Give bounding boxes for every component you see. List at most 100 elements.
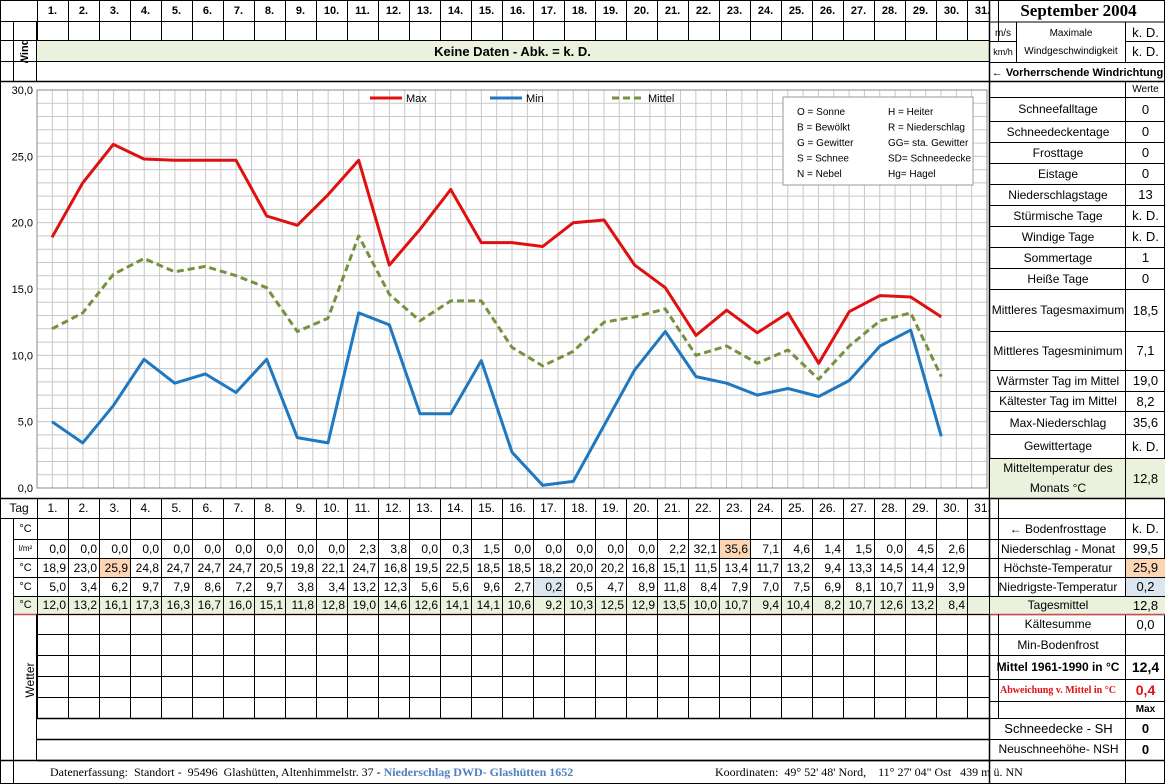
table-cell-tmean: 10,0 [693,598,717,612]
stat-label: Gewittertage [1023,439,1093,453]
table-cell-tmean: 10,7 [848,598,872,612]
day-header: 30. [943,5,960,17]
weather-key-entry: G = Gewitter [797,138,854,149]
table-cell-precip: 3,8 [390,541,407,556]
day-header: 26. [819,5,836,17]
table-cell-tmin: 8,6 [204,579,221,594]
weather-key-entry: GG= sta. Gewitter [888,138,969,149]
table-cell-tmin: 8,9 [638,579,655,594]
weather-key-entry: B = Bewölkt [797,123,850,134]
table-day-header: 1. [47,501,58,515]
day-header: 17. [540,5,557,17]
table-cell-tmax: 25,9 [104,560,128,575]
max-wind-kmh-value: k. D. [1132,44,1159,59]
day-header: 24. [757,5,774,17]
footer-precip-source: Niederschlag DWD- Glashütten 1652 [383,764,574,779]
day-header: 13. [416,5,433,17]
table-cell-tmax: 13,2 [786,560,810,575]
table-cell-tmin: 9,6 [483,579,500,594]
table-day-header: 5. [171,501,182,515]
table-cell-tmean: 16,0 [228,598,252,612]
table-cell-tmax: 18,5 [476,560,500,575]
footer-location: Datenerfassung: Standort - 95496 Glashüt… [50,762,730,782]
table-day-header: 9. [295,501,306,515]
table-cell-tmin: 0,2 [545,579,562,594]
table-day-header: 7. [233,501,244,515]
table-day-header: 23. [726,501,743,515]
table-cell-tmax: 24,7 [352,560,376,575]
table-cell-tmin: 6,9 [824,579,841,594]
summary-value: 12,4 [1131,659,1160,675]
weather-key-entry: SD= Schneedecke [888,154,972,165]
stat-label: Mittleres Tagesmaximum [991,303,1125,317]
day-header: 23. [726,5,743,17]
table-cell-tmax: 12,9 [941,560,965,575]
weather-key-entry: R = Niederschlag [888,123,965,134]
day-header: 4. [140,5,151,17]
legend-label: Max [406,93,427,105]
summary-label: Niederschlag - Monat [1000,541,1116,556]
stat-value: 8,2 [1136,393,1155,409]
summary-value [1126,634,1165,655]
table-day-header: 31. [974,501,991,515]
table-cell-tmin: 2,7 [514,579,531,594]
table-cell-tmean: 10,6 [507,598,531,612]
stat-value: 35,6 [1132,415,1159,430]
table-cell-tmax: 18,2 [538,560,562,575]
table-cell-precip: 2,2 [669,541,686,556]
stat-label: Kältester Tag im Mittel [999,394,1117,408]
table-cell-tmean: 12,8 [321,598,345,612]
y-tick-label: 15,0 [12,284,33,296]
table-cell-precip: 0,0 [266,541,283,556]
stat-label: Mitteltemperatur des Monats °C [1003,461,1113,495]
series-line-mittel [51,234,943,381]
table-day-header: 27. [850,501,867,515]
table-day-header: 6. [202,501,213,515]
day-header: 6. [202,5,213,17]
table-cell-tmax: 11,5 [694,560,717,575]
table-cell-precip: 0,0 [235,541,252,556]
stat-value: 12,8 [1132,470,1159,486]
table-cell-tmean: 12,5 [600,598,624,612]
day-header: 8. [264,5,275,17]
table-day-header: 24. [757,501,774,515]
table-cell-precip: 4,5 [917,541,934,556]
table-cell-precip: 35,6 [724,541,748,556]
table-cell-tmean: 19,0 [352,598,376,612]
stats-header: Werte [1132,84,1159,95]
table-cell-precip: 0,3 [452,541,469,556]
y-tick-label: 10,0 [12,350,33,362]
table-cell-precip: 0,0 [607,541,624,556]
table-cell-precip: 7,1 [762,541,779,556]
tag-label: Tag [9,501,29,515]
row-unit: l/m² [18,544,33,553]
table-cell-tmean: 14,1 [476,598,500,612]
month-title: September 2004 [1020,1,1137,20]
stat-label: Mittleres Tagesminimum [993,343,1123,358]
table-day-header: 4. [140,501,151,515]
table-cell-tmin: 8,4 [700,579,717,594]
day-header: 19. [602,5,619,17]
table-cell-tmean: 15,1 [259,598,283,612]
table-cell-tmax: 18,9 [42,560,66,575]
table-cell-tmin: 7,0 [762,579,779,594]
table-day-header: 20. [633,501,650,515]
day-header: 5. [171,5,182,17]
table-cell-tmin: 7,9 [173,579,190,594]
stat-label: Schneedeckentage [1006,124,1110,139]
table-cell-tmean: 9,4 [762,598,779,612]
row-unit: °C [19,599,32,611]
y-tick-label: 25,0 [12,151,33,163]
summary-label [991,701,1125,718]
stat-value: 0 [1141,271,1150,286]
table-cell-tmax: 24,8 [135,560,159,575]
table-cell-tmin: 12,3 [383,579,407,594]
table-cell-tmax: 19,8 [290,560,314,575]
day-header: 14. [447,5,464,17]
max-wind-label-line1: Maximale [1049,27,1093,39]
legend-label: Min [526,93,544,105]
table-cell-tmean: 17,3 [135,598,159,612]
table-cell-tmax: 24,7 [197,560,221,575]
table-cell-precip: 0,0 [80,541,97,556]
